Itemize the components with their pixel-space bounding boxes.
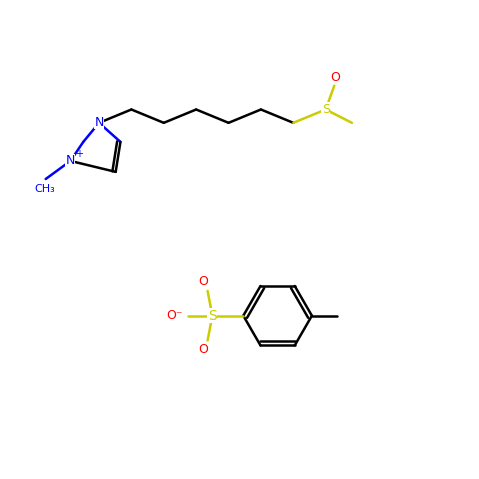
- Text: CH₃: CH₃: [35, 184, 56, 194]
- Text: O: O: [198, 343, 208, 356]
- Text: O⁻: O⁻: [166, 309, 182, 322]
- Text: +: +: [75, 149, 82, 159]
- Text: N: N: [94, 116, 103, 129]
- Text: O: O: [198, 275, 208, 288]
- Text: S: S: [322, 103, 330, 116]
- Text: S: S: [208, 308, 217, 323]
- Text: N: N: [65, 154, 75, 168]
- Text: O: O: [331, 70, 340, 84]
